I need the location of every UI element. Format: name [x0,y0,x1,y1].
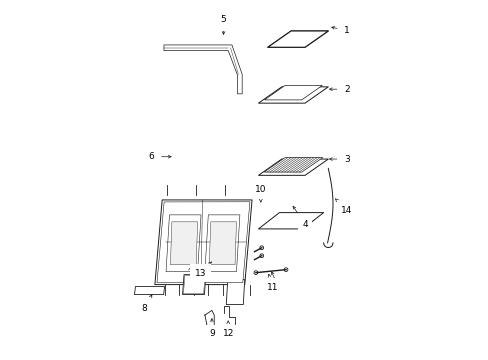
Polygon shape [157,202,249,283]
Polygon shape [209,222,236,265]
Polygon shape [264,158,322,172]
Text: 14: 14 [335,199,352,215]
Text: 10: 10 [255,185,266,202]
Polygon shape [204,215,240,272]
Polygon shape [258,213,323,229]
Text: 7: 7 [271,272,282,294]
Polygon shape [155,200,251,285]
Text: 12: 12 [222,321,233,338]
Polygon shape [163,45,242,94]
Text: 8: 8 [141,295,152,312]
Polygon shape [267,31,327,47]
Text: 9: 9 [208,319,214,338]
Polygon shape [182,275,205,294]
Polygon shape [226,280,244,305]
Polygon shape [258,87,327,103]
Text: 1: 1 [331,27,349,36]
Text: 2: 2 [329,85,349,94]
Polygon shape [170,222,197,265]
Polygon shape [258,159,327,175]
Polygon shape [166,215,201,272]
Polygon shape [183,275,204,294]
Text: 4: 4 [292,206,307,229]
Text: 6: 6 [148,152,171,161]
Polygon shape [264,85,322,100]
Text: 11: 11 [266,274,278,292]
Text: 3: 3 [329,154,349,163]
Text: 13: 13 [194,262,211,278]
Text: 5: 5 [220,15,226,35]
Polygon shape [134,287,164,294]
Polygon shape [267,31,327,47]
